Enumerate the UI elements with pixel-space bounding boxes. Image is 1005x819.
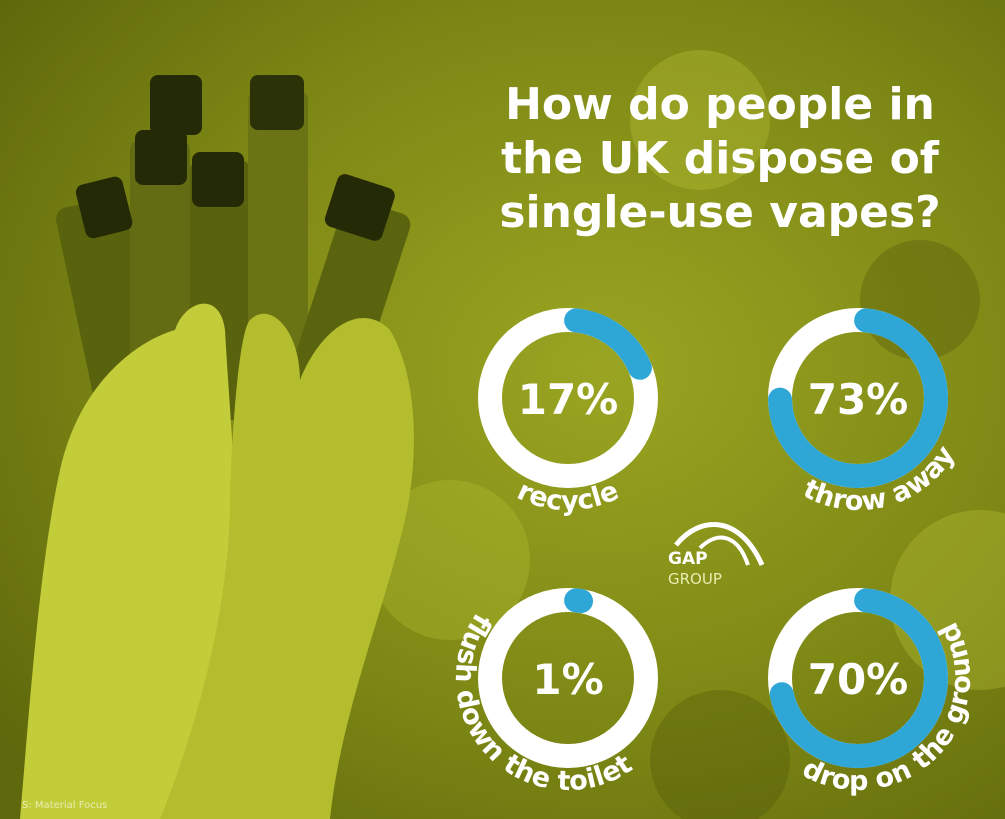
source: S: Material Focus [22, 800, 108, 811]
logo-line2: GROUP [668, 570, 722, 588]
value-label: 1% [532, 655, 603, 704]
value-label: 73% [808, 375, 909, 424]
donut-arc [564, 308, 652, 380]
value-label: 17% [518, 375, 619, 424]
hands [20, 303, 414, 819]
donut-arc [564, 588, 594, 614]
donut-arc [769, 588, 948, 768]
logo: GAP GROUP [668, 522, 765, 588]
logo-line1: GAP [668, 549, 708, 569]
donut-arc [768, 308, 948, 488]
bokeh [370, 50, 1005, 819]
chart-title: How do people in the UK dispose of singl… [499, 79, 941, 238]
value-label: 70% [808, 655, 909, 704]
